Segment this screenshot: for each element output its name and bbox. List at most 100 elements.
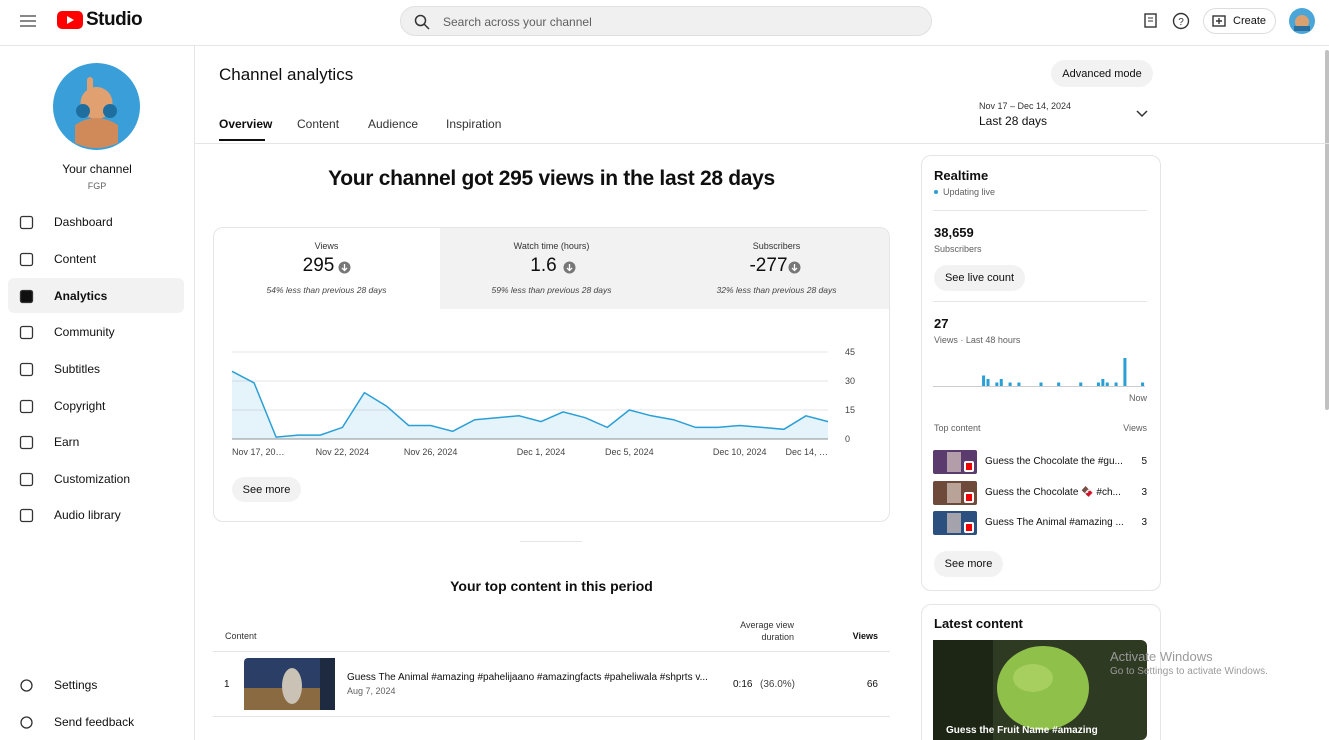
scrollbar[interactable] xyxy=(1325,50,1329,410)
date-range[interactable]: Nov 17 – Dec 14, 2024 xyxy=(979,101,1072,111)
column-header[interactable]: Views xyxy=(852,631,878,641)
nav-icon xyxy=(19,399,34,414)
nav-item[interactable]: Analytics xyxy=(54,289,108,303)
row-date: Aug 7, 2024 xyxy=(347,686,396,696)
nav-item[interactable]: Send feedback xyxy=(54,715,135,729)
decrease-icon xyxy=(563,261,576,274)
x-tick-label: Nov 26, 2024 xyxy=(404,447,458,457)
item-title[interactable]: Guess The Animal #amazing ... xyxy=(985,517,1124,528)
account-avatar[interactable] xyxy=(1289,8,1315,34)
bar xyxy=(1079,382,1083,386)
latest-thumbnail[interactable] xyxy=(933,640,1147,740)
channel-avatar[interactable] xyxy=(53,63,140,150)
row-percent: (36.0%) xyxy=(760,679,796,690)
item-title[interactable]: Guess the Chocolate the #gu... xyxy=(985,456,1123,467)
see-more-button[interactable]: See more xyxy=(232,477,301,502)
bar xyxy=(1057,382,1061,386)
nav-item[interactable]: Copyright xyxy=(54,399,106,413)
item-views: 3 xyxy=(1141,486,1147,498)
bar xyxy=(1123,358,1127,386)
nav-icon xyxy=(20,716,33,729)
metric-label: Subscribers xyxy=(752,241,801,251)
bar xyxy=(982,375,986,386)
search-icon xyxy=(414,14,430,30)
bar xyxy=(1114,382,1118,386)
nav-item[interactable]: Settings xyxy=(54,678,98,692)
y-tick-label: 45 xyxy=(845,347,855,357)
latest-content-title: Latest content xyxy=(934,616,1023,631)
help-icon[interactable]: ? xyxy=(1172,12,1190,30)
search-box[interactable]: Search across your channel xyxy=(400,6,932,36)
x-tick-label: Nov 17, 20… xyxy=(232,447,285,457)
views-column-label: Views xyxy=(1123,423,1147,433)
bar xyxy=(1017,382,1021,386)
line xyxy=(231,370,829,438)
menu-button[interactable] xyxy=(19,14,37,28)
bar xyxy=(1039,382,1043,386)
bar xyxy=(1141,382,1145,386)
divider xyxy=(520,541,582,542)
x-tick-label: Dec 14, … xyxy=(785,447,828,457)
advanced-mode-button[interactable]: Advanced mode xyxy=(1051,60,1153,87)
period-dropdown[interactable] xyxy=(1136,110,1148,118)
item-views: 3 xyxy=(1141,517,1147,528)
see-live-count-button[interactable]: See live count xyxy=(934,265,1025,291)
row-rank: 1 xyxy=(224,679,230,690)
metric-label: Watch time (hours) xyxy=(513,241,590,251)
table-border xyxy=(213,651,890,652)
logo-text[interactable]: Studio xyxy=(86,9,143,30)
nav-item[interactable]: Community xyxy=(54,325,115,339)
tab[interactable]: Overview xyxy=(219,117,273,131)
subscriber-count: 38,659 xyxy=(934,225,974,240)
bar xyxy=(999,379,1003,386)
nav-item[interactable]: Subtitles xyxy=(54,362,101,376)
period[interactable]: Last 28 days xyxy=(979,114,1048,128)
nav-item[interactable]: Audio library xyxy=(54,508,121,522)
item-title[interactable]: Guess the Chocolate 🍫 #ch... xyxy=(985,486,1121,498)
x-tick-label: Nov 22, 2024 xyxy=(316,447,370,457)
nav-item[interactable]: Customization xyxy=(54,472,131,486)
metric-label: Views xyxy=(314,241,339,251)
x-tick-label: Dec 1, 2024 xyxy=(517,447,566,457)
y-tick-label: 30 xyxy=(845,376,855,386)
item-thumbnail[interactable] xyxy=(933,450,977,474)
nav-item[interactable]: Content xyxy=(54,252,97,266)
nav-icon xyxy=(19,508,34,523)
realtime-chart: Now xyxy=(933,358,1147,403)
realtime-see-more-button[interactable]: See more xyxy=(934,551,1003,577)
realtime-views-label: Views · Last 48 hours xyxy=(934,335,1021,345)
logo-icon[interactable] xyxy=(57,11,83,29)
nav-icon xyxy=(19,289,34,304)
realtime-title: Realtime xyxy=(934,168,989,183)
item-thumbnail[interactable] xyxy=(933,511,977,535)
latest-video-title[interactable]: Guess the Fruit Name #amazing xyxy=(946,725,1098,736)
tab[interactable]: Inspiration xyxy=(446,117,502,131)
nav-icon xyxy=(19,472,34,487)
x-tick-label: Dec 10, 2024 xyxy=(713,447,767,457)
watermark-text: Go to Settings to activate Windows. xyxy=(1110,666,1268,677)
row-thumbnail[interactable] xyxy=(244,658,335,710)
column-header: Content xyxy=(225,631,257,641)
top-content-label: Top content xyxy=(934,423,981,433)
metric-note: 32% less than previous 28 days xyxy=(716,285,837,295)
nav-item[interactable]: Dashboard xyxy=(54,215,113,229)
nav-icon xyxy=(20,679,33,692)
item-thumbnail[interactable] xyxy=(933,480,977,505)
realtime-card xyxy=(921,155,1161,591)
create-button[interactable]: Create xyxy=(1203,8,1276,34)
realtime-status: Updating live xyxy=(943,187,996,197)
bar xyxy=(1008,382,1012,386)
nav-item[interactable]: Earn xyxy=(54,435,80,449)
tab-underline xyxy=(219,139,265,141)
messages-icon[interactable] xyxy=(1143,13,1159,29)
tab[interactable]: Audience xyxy=(368,117,419,131)
tab[interactable]: Content xyxy=(297,117,340,131)
bar xyxy=(1096,382,1100,386)
nav-icon xyxy=(19,215,34,230)
svg-text:?: ? xyxy=(1178,17,1184,28)
row-duration: 0:16 xyxy=(733,679,753,690)
decrease-icon xyxy=(788,261,801,274)
row-title[interactable]: Guess The Animal #amazing #pahelijaano #… xyxy=(347,672,708,683)
live-dot xyxy=(934,190,938,194)
